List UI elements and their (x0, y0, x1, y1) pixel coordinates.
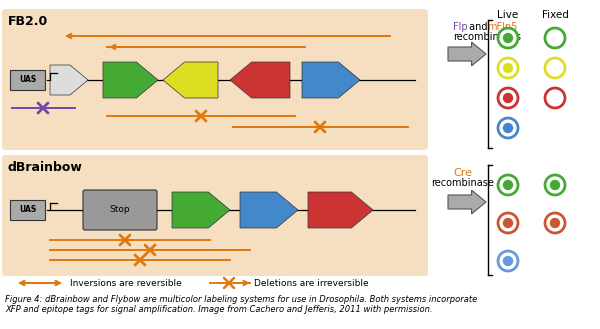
Text: UAS: UAS (19, 75, 36, 85)
Circle shape (503, 218, 513, 228)
Circle shape (545, 58, 565, 78)
Polygon shape (448, 190, 486, 214)
Circle shape (503, 256, 513, 266)
Circle shape (498, 175, 518, 195)
Circle shape (498, 213, 518, 233)
Polygon shape (302, 62, 360, 98)
Polygon shape (50, 65, 88, 95)
Text: Fixed: Fixed (542, 10, 568, 20)
Text: Live: Live (497, 10, 518, 20)
Text: recombinase: recombinase (431, 178, 494, 188)
Circle shape (545, 213, 565, 233)
Circle shape (545, 88, 565, 108)
Circle shape (498, 118, 518, 138)
Text: dBrainbow: dBrainbow (8, 161, 83, 174)
Text: FB2.0: FB2.0 (8, 15, 48, 28)
Circle shape (503, 33, 513, 43)
Polygon shape (230, 62, 290, 98)
Text: recombinases: recombinases (453, 32, 521, 42)
Text: Deletions are irreversible: Deletions are irreversible (254, 279, 368, 288)
FancyBboxPatch shape (10, 200, 45, 220)
Text: Inversions are reversible: Inversions are reversible (70, 279, 182, 288)
Polygon shape (172, 192, 230, 228)
Text: Figure 4: dBrainbow and Flybow are multicolor labeling systems for use in Drosop: Figure 4: dBrainbow and Flybow are multi… (5, 295, 477, 315)
Circle shape (550, 180, 560, 190)
Text: mFlp5: mFlp5 (487, 22, 517, 32)
Circle shape (545, 28, 565, 48)
Polygon shape (103, 62, 158, 98)
Text: Flp: Flp (453, 22, 467, 32)
FancyBboxPatch shape (10, 70, 45, 90)
Text: Stop: Stop (110, 206, 130, 215)
Circle shape (498, 28, 518, 48)
Circle shape (503, 180, 513, 190)
Circle shape (503, 63, 513, 73)
Text: Cre: Cre (454, 168, 473, 178)
Circle shape (550, 218, 560, 228)
Polygon shape (240, 192, 298, 228)
Circle shape (498, 88, 518, 108)
Circle shape (503, 93, 513, 103)
Polygon shape (448, 42, 486, 66)
Polygon shape (163, 62, 218, 98)
Circle shape (498, 251, 518, 271)
Text: UAS: UAS (19, 206, 36, 215)
Circle shape (503, 123, 513, 133)
Circle shape (498, 58, 518, 78)
Circle shape (545, 175, 565, 195)
FancyBboxPatch shape (2, 155, 428, 276)
Polygon shape (308, 192, 373, 228)
FancyBboxPatch shape (83, 190, 157, 230)
Text: and: and (466, 22, 491, 32)
FancyBboxPatch shape (2, 9, 428, 150)
